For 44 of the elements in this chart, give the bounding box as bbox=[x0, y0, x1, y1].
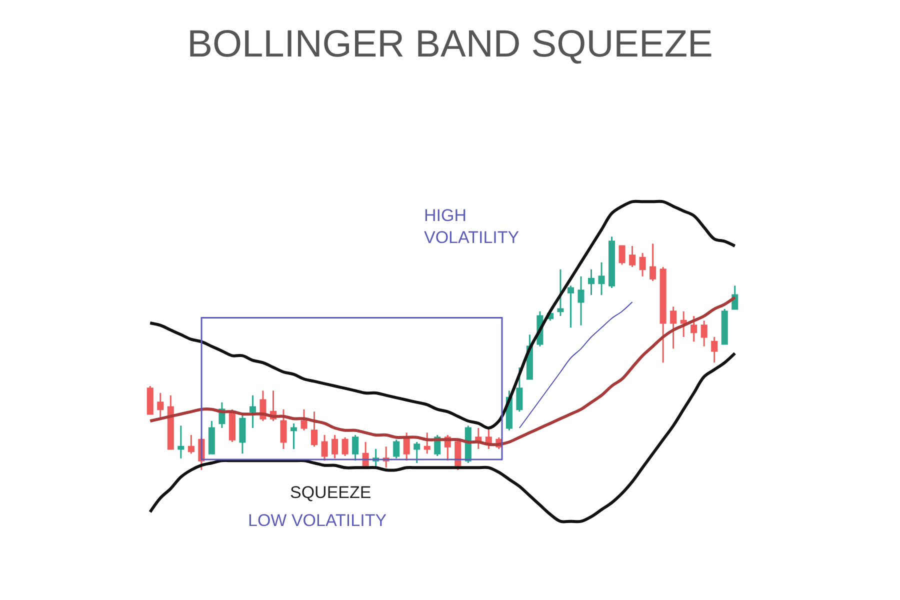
text: SQUEEZE bbox=[290, 483, 372, 502]
candlestick bbox=[598, 262, 605, 296]
candlestick bbox=[650, 242, 656, 282]
candlestick bbox=[690, 315, 698, 342]
candlestick bbox=[167, 394, 174, 450]
candlestick bbox=[629, 245, 636, 268]
candlestick bbox=[311, 410, 318, 448]
candlestick bbox=[680, 310, 687, 338]
candlestick bbox=[424, 432, 430, 454]
candlestick bbox=[670, 306, 677, 350]
candlestick bbox=[618, 245, 626, 266]
candlestick bbox=[290, 422, 298, 450]
candlestick bbox=[362, 441, 369, 468]
candlestick bbox=[414, 441, 420, 464]
candlestick bbox=[280, 408, 287, 450]
candlestick bbox=[352, 434, 359, 462]
candlestick bbox=[454, 438, 462, 471]
candlestick bbox=[588, 268, 595, 296]
candlestick bbox=[249, 394, 256, 429]
candlestick bbox=[700, 320, 708, 348]
candlestick bbox=[393, 438, 400, 460]
candlestick bbox=[711, 336, 718, 364]
candlestick bbox=[557, 268, 564, 317]
candlestick bbox=[332, 434, 338, 460]
candlestick bbox=[208, 420, 215, 454]
candlestick bbox=[342, 436, 348, 457]
annotation: HIGH VOLATILITY bbox=[424, 206, 520, 248]
candlestick bbox=[660, 266, 666, 364]
candlestick bbox=[516, 366, 523, 412]
chart-title: BOLLINGER BAND SQUEEZE bbox=[187, 24, 713, 66]
candlestick bbox=[239, 413, 246, 454]
candlestick bbox=[300, 408, 308, 432]
candlestick bbox=[228, 408, 236, 443]
candlestick bbox=[578, 276, 584, 326]
candlestick bbox=[146, 385, 154, 415]
text: LOW VOLATILITY bbox=[248, 511, 387, 530]
candlestick bbox=[639, 252, 646, 278]
candlestick bbox=[178, 424, 184, 460]
candlestick bbox=[608, 236, 616, 289]
candlestick bbox=[157, 392, 164, 420]
candlestick bbox=[321, 434, 328, 462]
candlestick bbox=[567, 284, 574, 328]
candlestick bbox=[188, 434, 194, 454]
candlestick bbox=[721, 308, 728, 345]
